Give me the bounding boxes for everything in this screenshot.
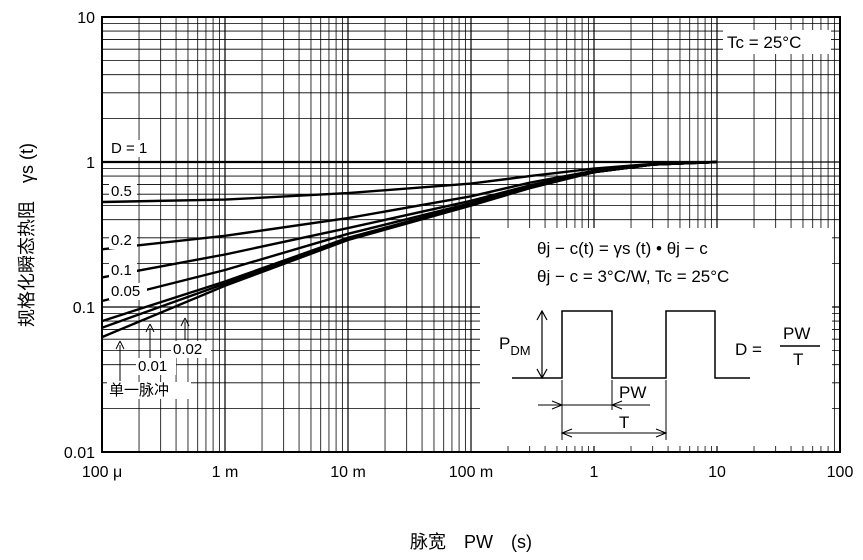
leader-line	[115, 340, 121, 350]
x-axis-title: 脉宽 PW (s)	[410, 532, 532, 552]
duty-formula-denominator: T	[793, 350, 803, 369]
leader-line	[119, 340, 125, 350]
y-tick-label: 1	[86, 155, 95, 172]
duty-formula-lhs: D =	[735, 340, 762, 359]
y-tick-label: 0.01	[64, 445, 95, 462]
pdm-arrowhead-top	[536, 309, 548, 321]
x-tick-label: 100 m	[449, 464, 493, 481]
series-label-single-pulse: 单一脉冲	[109, 382, 169, 399]
pw-label: PW	[619, 383, 646, 402]
x-tick-label: 100	[827, 464, 854, 481]
leader-line	[149, 323, 155, 333]
pdm-label-subscript: DM	[510, 343, 530, 358]
x-tick-labels: 100 μ 1 m 10 m 100 m 1 10 100	[82, 464, 854, 481]
series-label-0.02: 0.02	[173, 341, 202, 358]
x-tick-label: 10 m	[330, 464, 366, 481]
leader-line	[145, 323, 151, 333]
equation-line-1: θj − c(t) = γs (t) • θj − c	[537, 239, 708, 258]
duty-formula-numerator: PW	[783, 324, 810, 343]
label-bg-d002	[171, 341, 211, 358]
label-bg-d05	[109, 183, 137, 200]
period-label: T	[619, 413, 629, 432]
series-label-0.01: 0.01	[138, 358, 167, 375]
series-lines	[101, 160, 718, 339]
pdm-label-main: P	[499, 334, 510, 353]
x-tick-label: 10	[708, 464, 726, 481]
label-bg-d01	[109, 262, 137, 279]
y-tick-labels: 0.01 0.1 1 10	[64, 10, 95, 462]
pdm-label: PDM	[499, 334, 531, 358]
pulse-waveform	[512, 309, 750, 440]
series-label-0.2: 0.2	[111, 232, 132, 249]
leader-line	[180, 317, 186, 327]
label-bg-d02	[109, 232, 137, 249]
y-tick-label: 0.1	[73, 300, 95, 317]
series-line	[101, 160, 718, 339]
leader-line	[184, 317, 190, 327]
series-label-0.1: 0.1	[111, 262, 132, 279]
inset-box	[480, 228, 832, 446]
label-bg-single	[107, 382, 191, 399]
label-bg-d1	[109, 140, 157, 157]
equation-line-2: θj − c = 3°C/W, Tc = 25°C	[537, 267, 729, 286]
x-tick-label: 1 m	[212, 464, 239, 481]
pulse-trace	[512, 310, 750, 379]
series-labels: D = 1 0.5 0.2 0.1 0.05 0.02 0.01 单一脉冲	[107, 140, 211, 399]
t-arrowhead-right	[655, 428, 668, 438]
tc-label: Tc = 25°C	[727, 33, 801, 52]
y-axis-title: 规格化瞬态热阻 γs (t)	[17, 143, 37, 327]
pw-arrowhead-left	[551, 400, 564, 410]
y-tick-label: 10	[77, 10, 95, 27]
plot-frame	[101, 16, 841, 453]
tc-label-background	[723, 30, 831, 54]
label-bg-d001	[136, 358, 176, 375]
pdm-arrowhead-bottom	[536, 368, 548, 380]
x-tick-label: 1	[590, 464, 599, 481]
series-label-d1: D = 1	[111, 140, 147, 157]
x-tick-label: 100 μ	[82, 464, 122, 481]
series-label-0.05: 0.05	[111, 283, 140, 300]
label-leader-lines	[115, 317, 190, 381]
label-bg-d005	[109, 283, 147, 300]
t-arrowhead-left	[560, 428, 573, 438]
pw-arrowhead-right	[610, 400, 623, 410]
series-label-0.5: 0.5	[111, 183, 132, 200]
